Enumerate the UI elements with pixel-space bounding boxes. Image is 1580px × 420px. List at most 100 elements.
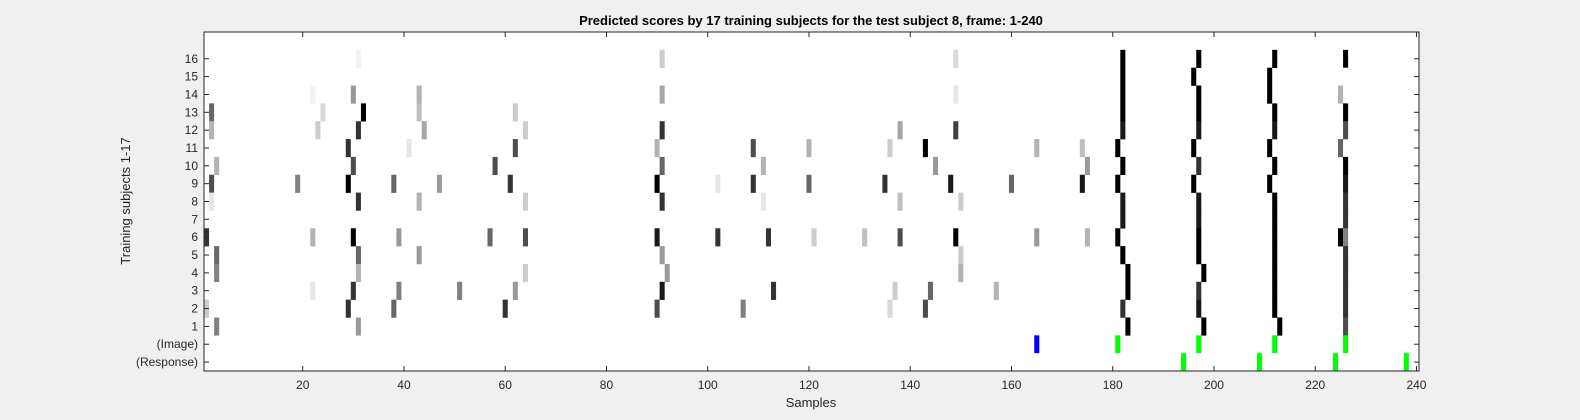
heatmap-cell [806,139,812,158]
heatmap-cell [760,156,766,176]
heatmap-cell [1084,156,1090,176]
heatmap-cell [310,228,316,247]
heatmap-cell [1343,121,1349,140]
heatmap-cell [1343,174,1349,193]
heatmap-cell [897,228,903,247]
heatmap-cell [522,192,528,211]
heatmap-cell [1196,246,1202,265]
x-axis-label: Samples [786,395,837,410]
heatmap-cell [715,228,721,247]
heatmap-cell [355,246,361,265]
heatmap-cell [416,85,422,104]
heatmap-cell [1272,121,1278,140]
heatmap-cell [1277,317,1283,336]
plot-area [204,32,1419,371]
heatmap-cell [1125,263,1131,283]
heatmap-cell [1272,156,1278,176]
heatmap-cell [1343,246,1349,265]
heatmap-cells [204,49,1349,336]
heatmap-cell [1196,299,1202,318]
heatmap-cell [953,85,959,104]
heatmap-cell [502,299,508,318]
heatmap-cell [958,246,964,265]
heatmap-cell [922,139,928,158]
heatmap-cell [345,299,351,318]
heatmap-cell [760,192,766,211]
heatmap-cell [1267,139,1273,158]
heatmap-cell [1196,156,1202,176]
y-tick-label: (Response) [136,355,198,369]
heatmap-cell [958,263,964,283]
x-tick-label: 80 [600,378,614,392]
y-tick-label: 3 [191,284,198,298]
heatmap-cell [659,246,665,265]
heatmap-cell [355,317,361,336]
heatmap-cell [1196,228,1202,247]
heatmap-cell [953,49,959,68]
x-tick-label: 200 [1204,378,1224,392]
heatmap-cell [416,192,422,211]
heatmap-cell [512,103,518,122]
heatmap-cell [811,228,817,247]
x-tick-label: 120 [799,378,819,392]
heatmap-cell [892,281,898,300]
y-tick-label: 14 [185,87,199,101]
heatmap-cell [1125,317,1131,336]
heatmap-cell [1338,85,1344,104]
y-tick-label: 5 [191,248,198,262]
heatmap-cell [1079,174,1085,193]
heatmap-cell [209,103,215,122]
heatmap-cell [1079,139,1085,158]
heatmap-cell [1191,139,1197,158]
heatmap-cell [345,174,351,193]
heatmap-cell [209,192,215,211]
y-axis-label: Training subjects 1-17 [118,137,133,264]
marker-cell [1257,353,1263,371]
heatmap-cell [1008,174,1014,193]
heatmap-cell [1272,246,1278,265]
heatmap-cell [396,228,402,247]
heatmap-cell [350,281,356,300]
event-markers [1034,335,1409,371]
heatmap-cell [887,139,893,158]
x-tick-label: 180 [1103,378,1123,392]
heatmap-cell [1196,192,1202,211]
x-tick-label: 60 [499,378,513,392]
heatmap-cell [922,299,928,318]
heatmap-cell [391,174,397,193]
heatmap-cell [209,121,215,140]
heatmap-cell [1196,210,1202,229]
heatmap-cell [1343,299,1349,318]
heatmap-cell [659,121,665,140]
x-tick-label: 220 [1305,378,1325,392]
heatmap-cell [1343,281,1349,300]
heatmap-cell [416,246,422,265]
heatmap-cell [1120,49,1126,68]
heatmap-cell [406,139,412,158]
heatmap-cell [396,281,402,300]
heatmap-cell [1196,121,1202,140]
heatmap-cell [862,228,868,247]
heatmap-cell [1272,103,1278,122]
heatmap-cell [750,139,756,158]
marker-cell [1332,353,1338,371]
heatmap-cell [1125,281,1131,300]
heatmap-cell [933,156,939,176]
y-tick-label: (Image) [157,337,198,351]
y-tick-label: 6 [191,230,198,244]
y-tick-label: 10 [185,159,199,173]
heatmap-cell [355,192,361,211]
heatmap-cell [214,246,220,265]
heatmap-cell [1120,156,1126,176]
x-tick-label: 100 [698,378,718,392]
x-tick-label: 40 [397,378,411,392]
heatmap-cell [310,85,316,104]
heatmap-cell [1120,103,1126,122]
heatmap-cell [1272,299,1278,318]
heatmap-cell [1343,210,1349,229]
heatmap-cell [1196,281,1202,300]
heatmap-cell [355,49,361,68]
heatmap-cell [1115,174,1121,193]
heatmap-cell [295,174,301,193]
heatmap-cell [416,103,422,122]
